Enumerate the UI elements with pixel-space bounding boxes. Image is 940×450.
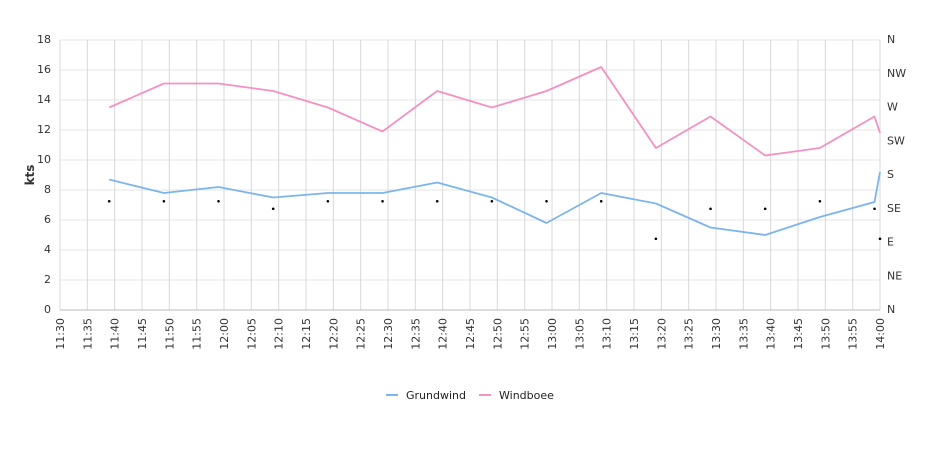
x-tick-label: 13:20 [655,318,668,350]
x-tick-label: 12:45 [464,318,477,350]
direction-point[interactable] [763,207,767,211]
direction-point[interactable] [490,199,494,203]
series-line-windboee[interactable] [108,66,881,157]
x-tick-label: 13:40 [765,318,778,350]
x-tick-label: 11:45 [136,318,149,350]
y-tick-label: 14 [37,93,51,106]
y-tick-label: 16 [37,63,51,76]
direction-point[interactable] [381,199,384,203]
direction-tick-label: NE [887,269,902,282]
x-tick-label: 13:35 [737,318,750,350]
y-tick-label: 0 [44,303,51,316]
direction-point[interactable] [162,199,166,203]
x-tick-label: 11:55 [191,318,204,350]
y-tick-label: 10 [37,153,51,166]
direction-tick-label: SW [887,134,905,147]
y-axis-label: kts [23,165,37,186]
x-tick-label: 13:55 [847,318,860,350]
x-tick-label: 11:40 [109,318,122,350]
x-axis-ticks: 11:30 11:35 11:40 11:45 11:50 11:55 12:00 12:05… [54,318,887,350]
direction-tick-label: NW [887,67,906,80]
x-tick-label: 12:20 [327,318,340,350]
y-tick-label: 18 [37,33,51,46]
y-axis-ticks: 0 2 4 6 8 10 12 14 16 18 [37,33,51,316]
x-tick-label: 12:10 [273,318,286,350]
direction-point[interactable] [654,237,658,241]
direction-tick-label: N [887,33,895,46]
y-tick-label: 2 [44,273,51,286]
x-tick-label: 14:00 [874,318,887,350]
direction-point[interactable] [107,199,111,203]
legend: Grundwind Windboee [386,389,554,402]
x-tick-label: 13:05 [573,318,586,350]
x-tick-label: 12:05 [245,318,258,350]
x-tick-label: 13:45 [792,318,805,350]
legend-item-windboee[interactable]: Windboee [479,389,554,402]
x-tick-label: 13:30 [710,318,723,350]
x-tick-label: 13:15 [628,318,641,350]
x-tick-label: 13:00 [546,318,559,350]
direction-point[interactable] [878,237,882,241]
direction-tick-label: E [887,236,894,249]
x-tick-label: 12:35 [409,318,422,350]
legend-label-windboee: Windboee [499,389,554,402]
direction-point[interactable] [326,199,330,203]
direction-axis-ticks: N NE E SE S SW W NW N [887,33,906,316]
y-tick-label: 12 [37,123,51,136]
x-tick-label: 12:30 [382,318,395,350]
x-tick-label: 11:50 [163,318,176,350]
direction-point[interactable] [545,199,548,203]
x-tick-label: 12:40 [437,318,450,350]
x-tick-label: 12:50 [491,318,504,350]
direction-points [107,199,882,241]
direction-point[interactable] [709,207,712,211]
x-tick-label: 11:30 [54,318,67,350]
direction-point[interactable] [873,207,876,211]
y-tick-label: 4 [44,243,51,256]
x-tick-label: 12:25 [355,318,368,350]
series-line-grundwind[interactable] [108,171,881,236]
direction-point[interactable] [599,199,603,203]
x-tick-label: 12:55 [519,318,532,350]
direction-tick-label: S [887,168,894,181]
direction-point[interactable] [217,199,220,203]
direction-tick-label: W [887,101,898,114]
x-tick-label: 12:00 [218,318,231,350]
x-tick-label: 13:50 [819,318,832,350]
legend-item-grundwind[interactable]: Grundwind [386,389,466,402]
legend-label-grundwind: Grundwind [406,389,466,402]
y-tick-label: 8 [44,183,51,196]
direction-point[interactable] [271,207,275,211]
direction-point[interactable] [435,199,439,203]
series-lines [108,66,881,236]
y-tick-label: 6 [44,213,51,226]
direction-tick-label: SE [887,202,901,215]
direction-point[interactable] [818,199,822,203]
x-tick-label: 11:35 [81,318,94,350]
x-tick-label: 13:25 [683,318,696,350]
x-tick-label: 13:10 [601,318,614,350]
grid-lines [59,39,881,311]
x-tick-label: 12:15 [300,318,313,350]
direction-tick-label: N [887,303,895,316]
